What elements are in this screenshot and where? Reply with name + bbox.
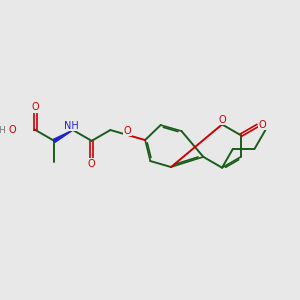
Text: NH: NH bbox=[64, 121, 79, 130]
Polygon shape bbox=[53, 130, 73, 142]
Text: H: H bbox=[0, 125, 5, 134]
Text: O: O bbox=[218, 115, 226, 125]
Text: O: O bbox=[258, 120, 266, 130]
Text: O: O bbox=[124, 126, 131, 136]
Text: O: O bbox=[88, 159, 95, 169]
Text: O: O bbox=[32, 102, 39, 112]
Text: O: O bbox=[9, 125, 16, 135]
